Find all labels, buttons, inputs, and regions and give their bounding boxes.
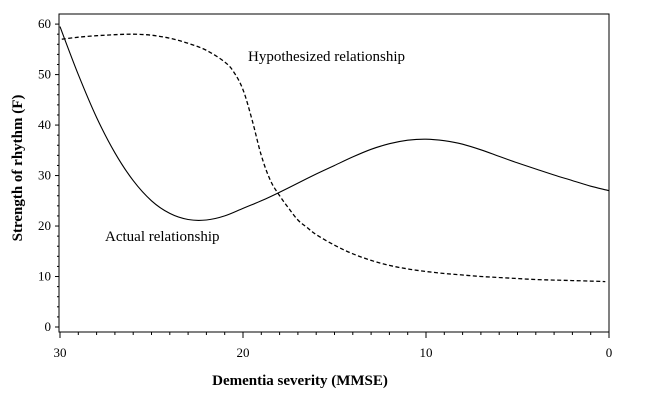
y-axis: 0 10 20 30 40 50 60 [38,16,59,334]
y-tick-label: 20 [38,218,51,233]
x-tick-label: 0 [606,345,613,360]
y-tick-label: 40 [38,117,51,132]
x-tick-label: 30 [54,345,67,360]
y-tick-label: 30 [38,168,51,183]
x-tick-label: 20 [237,345,250,360]
annotation-actual: Actual relationship [105,229,220,245]
series-line-hypothesized [61,33,606,283]
y-tick-label: 0 [45,319,52,334]
x-axis: 30 20 10 0 [54,332,613,360]
x-tick-label: 10 [420,345,433,360]
y-tick-label: 60 [38,16,51,31]
y-axis-title: Strength of rhythm (F) [10,95,26,242]
annotation-hypothesized: Hypothesized relationship [248,49,405,65]
series-layer [59,26,610,283]
x-axis-title: Dementia severity (MMSE) [212,373,388,389]
series-line-actual [59,26,610,221]
y-tick-label: 50 [38,67,51,82]
y-tick-label: 10 [38,269,51,284]
